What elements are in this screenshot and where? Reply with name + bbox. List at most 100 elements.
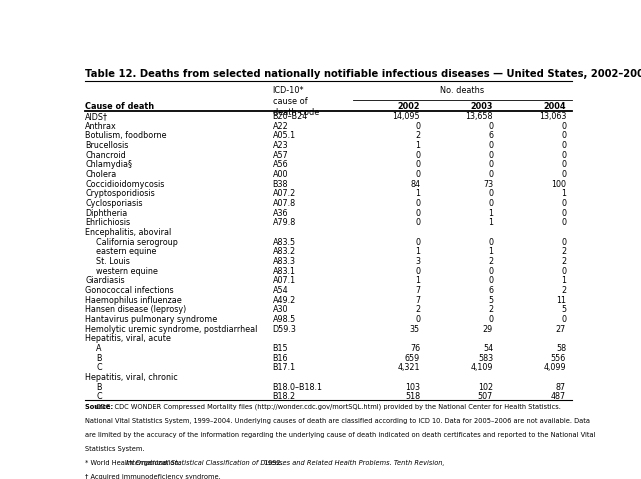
- Text: B18.0–B18.1: B18.0–B18.1: [272, 383, 322, 392]
- Text: 1: 1: [561, 276, 566, 285]
- Text: 0: 0: [415, 238, 420, 247]
- Text: 4,321: 4,321: [397, 363, 420, 372]
- Text: B17.1: B17.1: [272, 363, 296, 372]
- Text: B20–B24: B20–B24: [272, 112, 308, 121]
- Text: 0: 0: [488, 189, 493, 198]
- Text: Hepatitis, viral, chronic: Hepatitis, viral, chronic: [85, 373, 178, 382]
- Text: A22: A22: [272, 122, 288, 131]
- Text: 0: 0: [415, 170, 420, 179]
- Text: 29: 29: [483, 325, 493, 334]
- Text: Statistics System.: Statistics System.: [85, 446, 145, 452]
- Text: 13,658: 13,658: [465, 112, 493, 121]
- Text: A54: A54: [272, 286, 288, 295]
- Text: 0: 0: [561, 122, 566, 131]
- Text: 0: 0: [561, 218, 566, 228]
- Text: 0: 0: [415, 151, 420, 160]
- Text: 5: 5: [561, 305, 566, 314]
- Text: 0: 0: [561, 131, 566, 140]
- Text: 3: 3: [415, 257, 420, 266]
- Text: 0: 0: [415, 315, 420, 324]
- Text: 2: 2: [561, 247, 566, 256]
- Text: Cyclosporiasis: Cyclosporiasis: [85, 199, 142, 208]
- Text: 2003: 2003: [470, 103, 493, 112]
- Text: Cholera: Cholera: [85, 170, 117, 179]
- Text: 0: 0: [415, 218, 420, 228]
- Text: 0: 0: [415, 267, 420, 276]
- Text: A: A: [96, 344, 101, 353]
- Text: 0: 0: [488, 267, 493, 276]
- Text: 1: 1: [488, 218, 493, 228]
- Text: Table 12. Deaths from selected nationally notifiable infectious diseases — Unite: Table 12. Deaths from selected nationall…: [85, 69, 641, 80]
- Text: 87: 87: [556, 383, 566, 392]
- Text: 1: 1: [488, 247, 493, 256]
- Text: St. Louis: St. Louis: [96, 257, 130, 266]
- Text: 1: 1: [488, 209, 493, 217]
- Text: B15: B15: [272, 344, 288, 353]
- Text: 13,063: 13,063: [538, 112, 566, 121]
- Text: 0: 0: [561, 141, 566, 150]
- Text: 518: 518: [405, 392, 420, 401]
- Text: 0: 0: [488, 122, 493, 131]
- Text: 0: 0: [561, 209, 566, 217]
- Text: 583: 583: [478, 354, 493, 363]
- Text: 1: 1: [561, 189, 566, 198]
- Text: 0: 0: [488, 315, 493, 324]
- Text: 0: 0: [561, 315, 566, 324]
- Text: 100: 100: [551, 180, 566, 189]
- Text: 0: 0: [561, 160, 566, 170]
- Text: B: B: [96, 383, 101, 392]
- Text: 7: 7: [415, 286, 420, 295]
- Text: A79.8: A79.8: [272, 218, 296, 228]
- Text: 4,099: 4,099: [544, 363, 566, 372]
- Text: B: B: [96, 354, 101, 363]
- Text: 507: 507: [478, 392, 493, 401]
- Text: 73: 73: [483, 180, 493, 189]
- Text: Hantavirus pulmonary syndrome: Hantavirus pulmonary syndrome: [85, 315, 217, 324]
- Text: A23: A23: [272, 141, 288, 150]
- Text: A83.1: A83.1: [272, 267, 296, 276]
- Text: A07.8: A07.8: [272, 199, 296, 208]
- Text: † Acquired immunodeficiency syndrome.: † Acquired immunodeficiency syndrome.: [85, 474, 221, 479]
- Text: 0: 0: [415, 160, 420, 170]
- Text: Diphtheria: Diphtheria: [85, 209, 128, 217]
- Text: 0: 0: [488, 141, 493, 150]
- Text: Coccidioidomycosis: Coccidioidomycosis: [85, 180, 165, 189]
- Text: 102: 102: [478, 383, 493, 392]
- Text: Anthrax: Anthrax: [85, 122, 117, 131]
- Text: 0: 0: [488, 238, 493, 247]
- Text: eastern equine: eastern equine: [96, 247, 156, 256]
- Text: 0: 0: [488, 160, 493, 170]
- Text: 1: 1: [415, 189, 420, 198]
- Text: Encephalitis, aboviral: Encephalitis, aboviral: [85, 228, 171, 237]
- Text: No. deaths: No. deaths: [440, 86, 485, 94]
- Text: 2: 2: [561, 286, 566, 295]
- Text: A05.1: A05.1: [272, 131, 296, 140]
- Text: 487: 487: [551, 392, 566, 401]
- Text: 4,109: 4,109: [470, 363, 493, 372]
- Text: National Vital Statistics System, 1999–2004. Underlying causes of death are clas: National Vital Statistics System, 1999–2…: [85, 418, 590, 424]
- Text: CDC. CDC WONDER Compressed Mortality files (http://wonder.cdc.gov/mortSQL.html) : CDC. CDC WONDER Compressed Mortality fil…: [96, 404, 562, 411]
- Text: A49.2: A49.2: [272, 296, 296, 305]
- Text: 7: 7: [415, 296, 420, 305]
- Text: A00: A00: [272, 170, 288, 179]
- Text: 2: 2: [488, 257, 493, 266]
- Text: 0: 0: [415, 122, 420, 131]
- Text: 11: 11: [556, 296, 566, 305]
- Text: 1: 1: [415, 247, 420, 256]
- Text: Chancroid: Chancroid: [85, 151, 126, 160]
- Text: A56: A56: [272, 160, 288, 170]
- Text: Hemolytic uremic syndrome, postdiarrheal: Hemolytic uremic syndrome, postdiarrheal: [85, 325, 258, 334]
- Text: 6: 6: [488, 131, 493, 140]
- Text: Hepatitis, viral, acute: Hepatitis, viral, acute: [85, 334, 171, 343]
- Text: 1992.: 1992.: [262, 460, 283, 466]
- Text: 58: 58: [556, 344, 566, 353]
- Text: C: C: [96, 363, 102, 372]
- Text: 1: 1: [415, 276, 420, 285]
- Text: 0: 0: [488, 199, 493, 208]
- Text: 84: 84: [410, 180, 420, 189]
- Text: 35: 35: [410, 325, 420, 334]
- Text: A07.2: A07.2: [272, 189, 296, 198]
- Text: A83.3: A83.3: [272, 257, 296, 266]
- Text: B16: B16: [272, 354, 288, 363]
- Text: 76: 76: [410, 344, 420, 353]
